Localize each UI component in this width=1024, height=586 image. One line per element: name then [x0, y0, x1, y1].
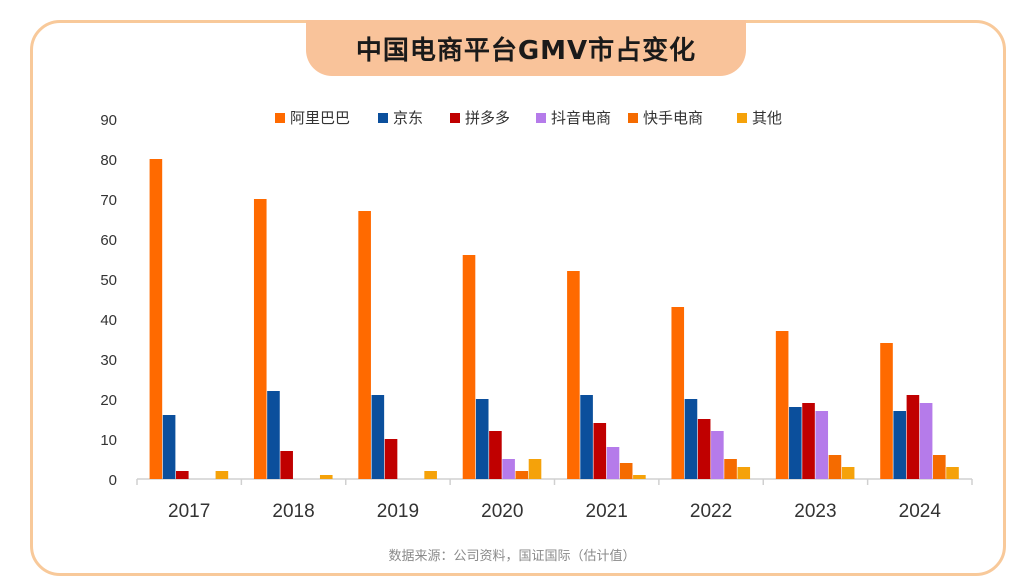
bar-拼多多-2019: [384, 439, 398, 479]
bar-快手电商-2021: [619, 463, 633, 479]
y-tick-label: 10: [100, 432, 117, 449]
x-tick-label: 2017: [168, 501, 210, 522]
legend-label: 其他: [752, 109, 782, 127]
y-tick-label: 90: [100, 112, 117, 129]
bar-京东-2018: [267, 391, 280, 479]
bar-快手电商-2020: [515, 471, 529, 479]
bar-其他-2022: [737, 467, 751, 479]
bar-京东-2021: [580, 395, 593, 479]
bar-拼多多-2024: [906, 395, 920, 479]
bar-其他-2023: [841, 467, 855, 479]
chart-title: 中国电商平台GMV市占变化: [306, 20, 746, 76]
bar-抖音电商-2022: [711, 431, 724, 479]
legend-swatch: [536, 113, 546, 123]
legend-label: 阿里巴巴: [290, 109, 350, 127]
bar-拼多多-2018: [280, 451, 293, 479]
bar-京东-2020: [475, 399, 489, 479]
legend-swatch: [450, 113, 460, 123]
x-axis: 2017 2018 2019 2020 2021 2022 2023 2024: [136, 478, 973, 522]
bar-其他-2021: [633, 475, 646, 479]
bar-其他-2020: [528, 459, 542, 479]
x-tick-label: 2019: [377, 501, 419, 522]
bar-阿里巴巴-2024: [880, 343, 893, 479]
bar-阿里巴巴-2017: [149, 159, 163, 479]
y-tick-label: 40: [100, 312, 117, 329]
x-tick-label: 2024: [899, 501, 942, 522]
bar-其他-2017: [215, 471, 229, 479]
y-tick-label: 20: [100, 392, 117, 409]
bar-拼多多-2021: [593, 423, 607, 479]
x-tick-label: 2018: [272, 501, 314, 522]
bar-其他-2019: [424, 471, 437, 479]
bar-阿里巴巴-2020: [462, 255, 476, 479]
bar-快手电商-2023: [828, 455, 842, 479]
legend-label: 快手电商: [643, 109, 703, 127]
x-tick-label: 2022: [690, 501, 732, 522]
bar-拼多多-2022: [697, 419, 711, 479]
x-tick-label: 2020: [481, 501, 523, 522]
bar-京东-2022: [684, 399, 698, 479]
bar-其他-2024: [946, 467, 959, 479]
bars: [149, 159, 959, 479]
data-source-note: 数据来源：公司资料，国证国际（估计值）: [388, 549, 636, 564]
y-tick-label: 60: [100, 232, 117, 249]
bar-京东-2024: [893, 411, 907, 479]
legend-swatch: [628, 113, 638, 123]
legend: 阿里巴巴 京东 拼多多 抖音电商 快手电商 其他: [275, 109, 782, 127]
legend-swatch: [275, 113, 285, 123]
legend-swatch: [378, 113, 388, 123]
bar-抖音电商-2021: [606, 447, 620, 479]
x-tick-label: 2021: [586, 501, 628, 522]
bar-快手电商-2022: [724, 459, 737, 479]
bar-阿里巴巴-2022: [671, 307, 685, 479]
y-tick-label: 30: [100, 352, 117, 369]
bar-快手电商-2024: [933, 455, 946, 479]
chart-frame: [30, 20, 1006, 576]
legend-swatch: [737, 113, 747, 123]
x-tick-label: 2023: [794, 501, 836, 522]
bar-京东-2017: [162, 415, 176, 479]
bar-抖音电商-2023: [815, 411, 829, 479]
y-axis: 0 10 20 30 40 50 60 70 80 90: [100, 112, 117, 489]
bar-拼多多-2023: [802, 403, 815, 479]
bar-阿里巴巴-2019: [358, 211, 371, 479]
legend-label: 京东: [393, 109, 423, 127]
bar-阿里巴巴-2021: [567, 271, 580, 479]
y-tick-label: 50: [100, 272, 117, 289]
y-tick-label: 0: [109, 472, 117, 489]
legend-label: 拼多多: [465, 109, 510, 127]
bar-阿里巴巴-2023: [775, 331, 789, 479]
bar-京东-2023: [789, 407, 802, 479]
bar-京东-2019: [371, 395, 385, 479]
bar-拼多多-2020: [489, 431, 502, 479]
legend-label: 抖音电商: [551, 109, 611, 127]
bar-抖音电商-2020: [502, 459, 515, 479]
bar-阿里巴巴-2018: [253, 199, 267, 479]
bar-其他-2018: [319, 475, 333, 479]
bar-拼多多-2017: [175, 471, 189, 479]
bar-抖音电商-2024: [919, 403, 933, 479]
y-tick-label: 80: [100, 152, 117, 169]
y-tick-label: 70: [100, 192, 117, 209]
